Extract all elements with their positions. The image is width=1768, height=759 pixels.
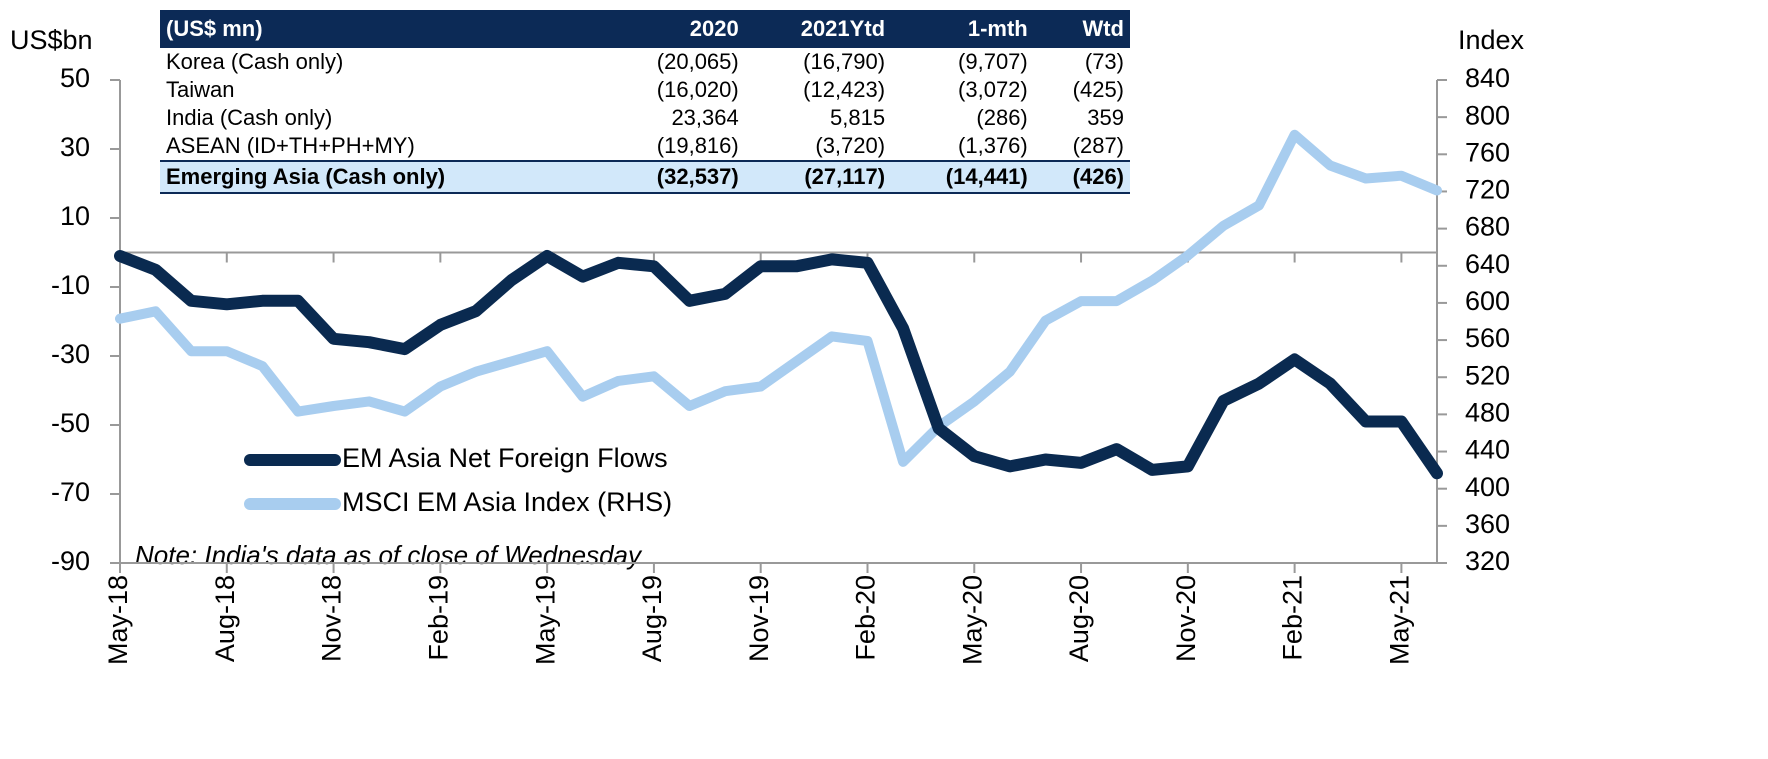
y2-tick-label: 360 xyxy=(1465,509,1510,539)
table-cell: Emerging Asia (Cash only) xyxy=(160,160,603,194)
y-tick-label: 50 xyxy=(60,63,90,93)
table-cell: (27,117) xyxy=(744,160,892,194)
table-row: India (Cash only) 23,364 5,815 (286) 359 xyxy=(160,104,1130,132)
table-cell: ASEAN (ID+TH+PH+MY) xyxy=(166,133,415,158)
table-cell: (9,707) xyxy=(958,49,1028,74)
table-cell: (73) xyxy=(1084,49,1124,74)
x-tick-label: Nov-18 xyxy=(317,575,347,662)
y2-tick-label: 560 xyxy=(1465,323,1510,353)
table-cell: (20,065) xyxy=(656,49,739,74)
legend-label: MSCI EM Asia Index (RHS) xyxy=(342,487,672,517)
table-cell: (425) xyxy=(1072,77,1124,102)
y2-tick-label: 440 xyxy=(1465,435,1510,465)
x-tick-label: May-21 xyxy=(1385,575,1415,665)
table-header-cell: 2020 xyxy=(602,10,745,48)
table-row: Korea (Cash only) (20,065) (16,790) (9,707)… xyxy=(160,48,1130,76)
y-tick-label: -90 xyxy=(51,546,90,576)
y2-tick-label: 320 xyxy=(1465,546,1510,576)
series-line xyxy=(114,250,1443,480)
y2-tick-label: 480 xyxy=(1465,398,1510,428)
x-tick-label: Aug-20 xyxy=(1064,575,1094,662)
note: Note: India's data as of close of Wednes… xyxy=(135,540,643,570)
y2-tick-label: 720 xyxy=(1465,175,1510,205)
table-cell: (286) xyxy=(976,105,1028,130)
y2-tick-label: 680 xyxy=(1465,212,1510,242)
y2-tick-label: 760 xyxy=(1465,137,1510,167)
table-cell: (16,020) xyxy=(656,77,739,102)
table-cell: (287) xyxy=(1072,133,1124,158)
y2-tick-label: 840 xyxy=(1465,63,1510,93)
x-tick-label: Nov-20 xyxy=(1171,575,1201,662)
table-row: ASEAN (ID+TH+PH+MY) (19,816) (3,720) (1,376… xyxy=(160,132,1130,161)
table-cell: (19,816) xyxy=(656,133,739,158)
table-cell: (3,720) xyxy=(815,133,886,158)
y2-tick-label: 640 xyxy=(1465,249,1510,279)
table-header-cell: 1-mth xyxy=(891,10,1034,48)
x-tick-label: May-20 xyxy=(957,575,987,665)
x-tick-label: Feb-21 xyxy=(1278,575,1308,661)
y-tick-label: -10 xyxy=(51,270,90,300)
table-cell: (1,376) xyxy=(958,133,1028,158)
x-tick-label: Aug-19 xyxy=(637,575,667,662)
x-tick-label: May-18 xyxy=(103,575,133,665)
y2-tick-label: 800 xyxy=(1465,100,1510,130)
y-tick-label: -30 xyxy=(51,339,90,369)
x-tick-label: Feb-19 xyxy=(423,575,453,661)
y-tick-label: -70 xyxy=(51,477,90,507)
y2-tick-label: 400 xyxy=(1465,472,1510,502)
table-header-cell: 2021Ytd xyxy=(744,10,892,48)
table-cell: 5,815 xyxy=(830,105,886,130)
table-cell: (426) xyxy=(1033,160,1130,194)
table-cell: (14,441) xyxy=(891,160,1034,194)
y-tick-label: -50 xyxy=(51,408,90,438)
table-cell: India (Cash only) xyxy=(166,105,333,130)
table-cell: Korea (Cash only) xyxy=(166,49,344,74)
table-cell: 23,364 xyxy=(671,105,739,130)
series-line xyxy=(115,129,1442,467)
table-row: Taiwan (16,020) (12,423) (3,072) (425) xyxy=(160,76,1130,104)
y2-axis-title: Index xyxy=(1458,25,1525,55)
y2-tick-label: 520 xyxy=(1465,360,1510,390)
x-tick-label: Nov-19 xyxy=(744,575,774,662)
y2-tick-label: 600 xyxy=(1465,286,1510,316)
x-tick-label: May-19 xyxy=(530,575,560,665)
table-header-row: (US$ mn) 2020 2021Ytd 1-mth Wtd xyxy=(160,10,1130,48)
x-tick-label: Feb-20 xyxy=(851,575,881,661)
table-cell: 359 xyxy=(1087,105,1124,130)
y-axis-title: US$bn xyxy=(10,25,93,55)
y-tick-label: 10 xyxy=(60,201,90,231)
table-cell: (16,790) xyxy=(803,49,886,74)
table-cell: (32,537) xyxy=(602,160,745,194)
table-header-cell: (US$ mn) xyxy=(160,10,603,48)
y-tick-label: 30 xyxy=(60,132,90,162)
x-tick-label: Aug-18 xyxy=(210,575,240,662)
table-header-cell: Wtd xyxy=(1033,10,1130,48)
summary-table: (US$ mn) 2020 2021Ytd 1-mth Wtd Korea (Cash o… xyxy=(160,10,1130,194)
table-cell: (3,072) xyxy=(958,77,1028,102)
legend-label: EM Asia Net Foreign Flows xyxy=(342,443,668,473)
table-cell: (12,423) xyxy=(803,77,886,102)
table-row: Emerging Asia (Cash only) (32,537) (27,117… xyxy=(160,160,1130,194)
table-cell: Taiwan xyxy=(166,77,235,102)
